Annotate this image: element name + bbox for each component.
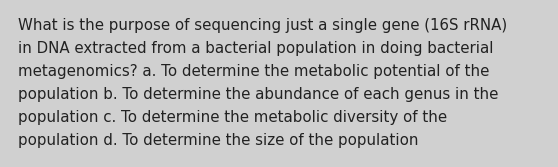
Text: metagenomics? a. To determine the metabolic potential of the: metagenomics? a. To determine the metabo…: [18, 64, 489, 79]
Text: What is the purpose of sequencing just a single gene (16S rRNA): What is the purpose of sequencing just a…: [18, 18, 507, 33]
Text: population d. To determine the size of the population: population d. To determine the size of t…: [18, 133, 418, 148]
Text: population b. To determine the abundance of each genus in the: population b. To determine the abundance…: [18, 87, 498, 102]
Text: population c. To determine the metabolic diversity of the: population c. To determine the metabolic…: [18, 110, 447, 125]
Text: in DNA extracted from a bacterial population in doing bacterial: in DNA extracted from a bacterial popula…: [18, 41, 493, 56]
